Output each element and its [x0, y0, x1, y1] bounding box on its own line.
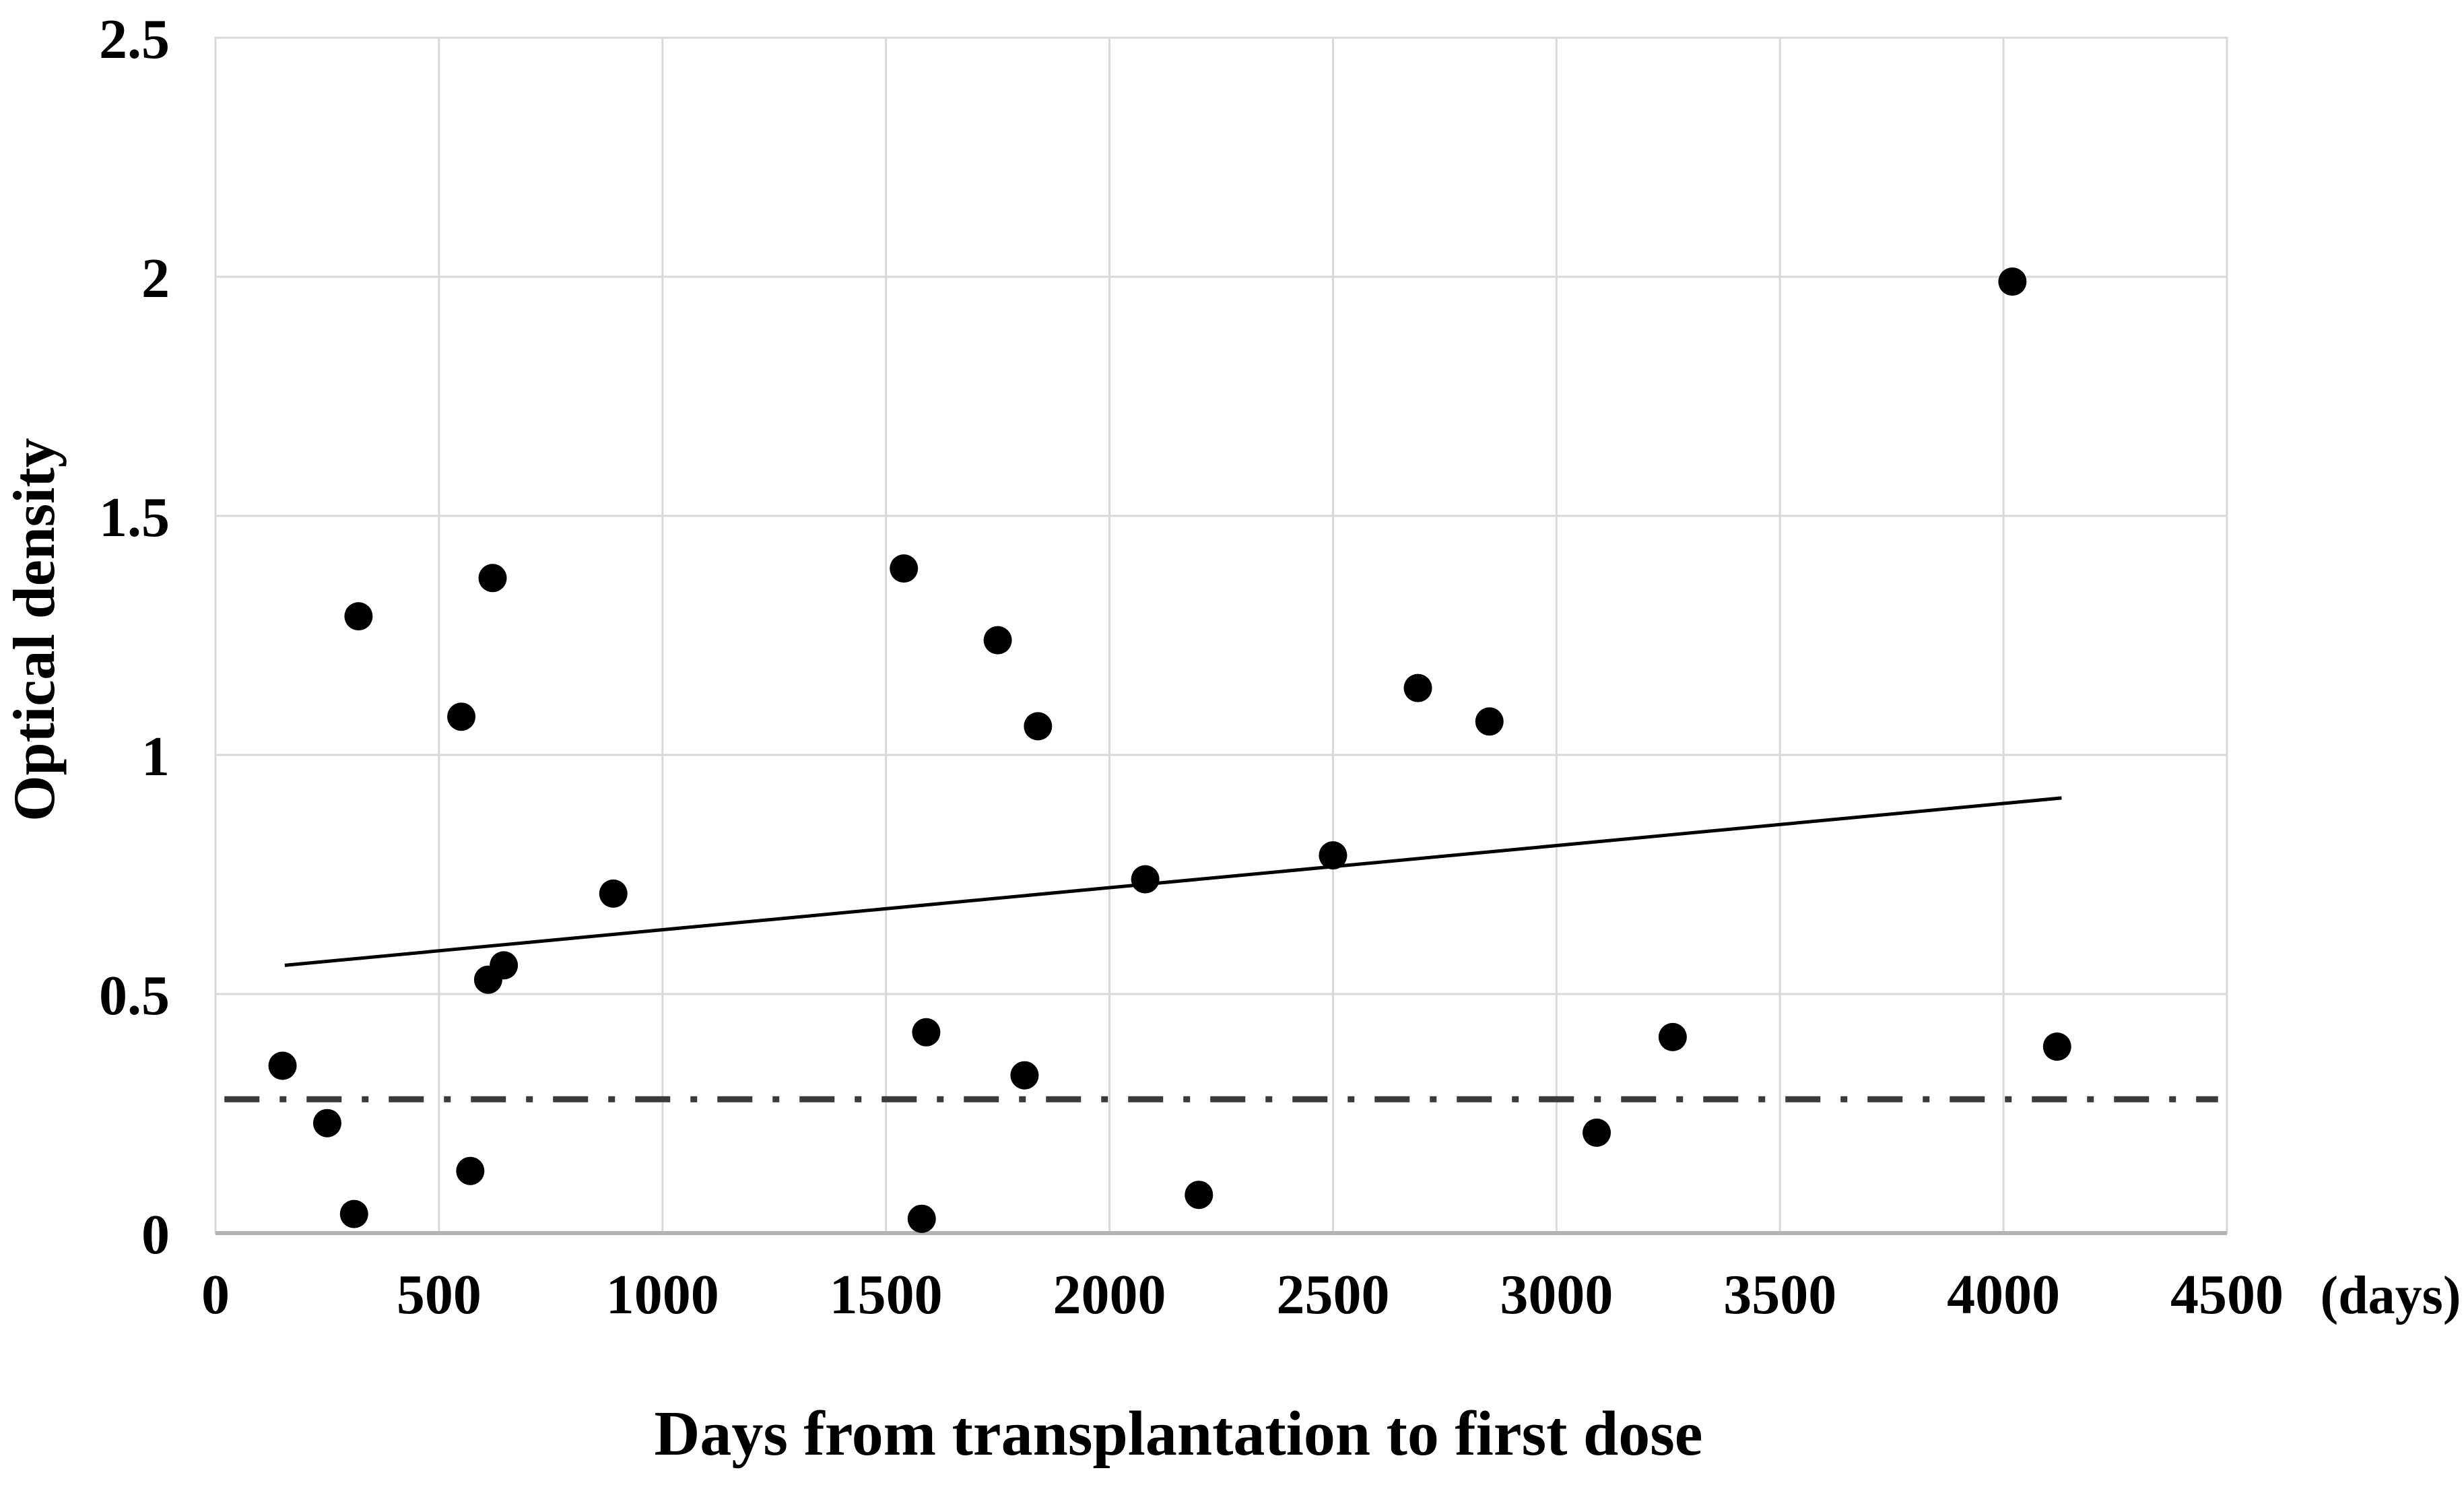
data-point	[1583, 1118, 1611, 1147]
data-point	[344, 602, 373, 631]
x-tick-label: 4000	[1947, 1263, 2060, 1326]
x-axis-unit-label: (days)	[2321, 1266, 2461, 1325]
data-point	[1024, 712, 1053, 741]
x-tick-label: 1000	[606, 1263, 719, 1326]
data-point	[1658, 1022, 1687, 1051]
data-point	[1185, 1181, 1213, 1210]
data-point	[1131, 865, 1160, 894]
y-tick-label: 0	[141, 1203, 170, 1266]
x-tick-label: 0	[201, 1263, 230, 1326]
x-axis-title: Days from transplantation to first dose	[654, 1399, 1702, 1469]
y-tick-label: 2	[141, 247, 170, 310]
x-tick-label: 4500	[2170, 1263, 2284, 1326]
data-point	[447, 702, 476, 731]
plot-area-border	[214, 36, 2228, 1234]
data-points	[268, 267, 2071, 1233]
x-tick-label: 1500	[830, 1263, 943, 1326]
x-tick-label: 3500	[1723, 1263, 1836, 1326]
data-point	[478, 564, 507, 593]
x-tick-label: 500	[397, 1263, 481, 1326]
y-tick-label: 0.5	[99, 964, 170, 1027]
y-axis-title: Optical density	[2, 438, 67, 822]
trend-line	[284, 796, 2062, 967]
gridlines	[214, 36, 2228, 1234]
data-point	[1998, 267, 2027, 296]
plot-border	[214, 36, 2228, 1235]
y-tick-label: 2.5	[99, 8, 170, 71]
data-point	[1010, 1061, 1039, 1090]
x-tick-label: 3000	[1500, 1263, 1613, 1326]
data-point	[2042, 1032, 2071, 1061]
data-point	[983, 626, 1012, 655]
regression-line	[284, 796, 2062, 967]
axis-labels: 0 500 1000 1500 2000 2500 3000 3500 4000 4500 0 0.5…	[99, 8, 2461, 1326]
x-tick-label: 2500	[1276, 1263, 1389, 1326]
data-point	[312, 1109, 341, 1137]
x-tick-label: 2000	[1053, 1263, 1166, 1326]
data-point	[339, 1199, 368, 1228]
y-tick-label: 1.5	[99, 486, 170, 549]
data-point	[456, 1156, 485, 1185]
data-point	[912, 1018, 941, 1047]
data-point	[490, 951, 519, 980]
y-tick-label: 1	[141, 725, 170, 788]
data-point	[1403, 673, 1432, 702]
data-point	[907, 1204, 936, 1233]
data-point	[1475, 707, 1504, 736]
data-point	[1319, 841, 1347, 870]
data-point	[890, 554, 919, 583]
data-point	[268, 1051, 297, 1080]
data-point	[599, 879, 628, 908]
